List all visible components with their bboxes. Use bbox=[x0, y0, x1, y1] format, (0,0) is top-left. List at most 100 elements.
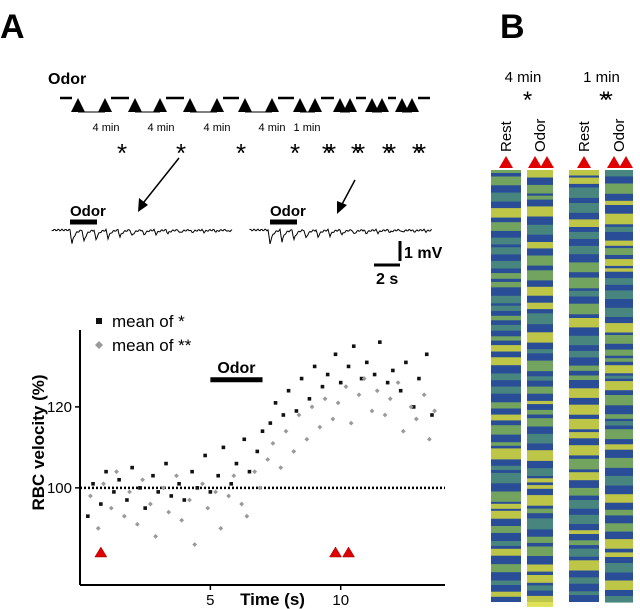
interval-label: 4 min bbox=[148, 122, 175, 134]
stim-triangle bbox=[210, 98, 224, 112]
kymo-stripe bbox=[527, 332, 553, 343]
point bbox=[117, 477, 121, 482]
point bbox=[216, 473, 220, 478]
arrow bbox=[139, 157, 180, 208]
kymo-stripe bbox=[605, 170, 633, 177]
kymo-stripe bbox=[569, 530, 599, 534]
point bbox=[424, 352, 429, 357]
kymo-stripe bbox=[569, 432, 599, 439]
point bbox=[127, 489, 132, 495]
kymo-stripe bbox=[605, 475, 633, 486]
kymo-stripe bbox=[491, 192, 521, 202]
kymo-stripe bbox=[527, 508, 553, 514]
point bbox=[359, 376, 364, 381]
kymo-stripe bbox=[527, 585, 553, 591]
point bbox=[317, 424, 323, 430]
stim-marker bbox=[329, 546, 342, 558]
kymo-stripe bbox=[605, 596, 633, 603]
kymo-stripe bbox=[491, 591, 521, 597]
point bbox=[430, 413, 434, 417]
kymo-stripe bbox=[605, 395, 633, 406]
panel-label: A bbox=[0, 8, 25, 46]
point bbox=[343, 384, 349, 390]
point bbox=[166, 509, 172, 515]
point bbox=[351, 344, 356, 348]
stim-marker bbox=[528, 156, 542, 168]
stim-triangle bbox=[153, 98, 167, 112]
kymo-stripe bbox=[491, 510, 521, 519]
kymo-stripe bbox=[527, 433, 553, 444]
point bbox=[413, 416, 419, 422]
point bbox=[408, 404, 414, 410]
kymo-stripe bbox=[569, 219, 599, 227]
stim-triangle bbox=[71, 98, 85, 112]
kymo-stripe bbox=[569, 388, 599, 398]
kymo-stripe bbox=[491, 386, 521, 394]
x-tick-label: 5 bbox=[206, 592, 214, 609]
kymo-stripe bbox=[569, 365, 599, 371]
point bbox=[164, 461, 168, 466]
arrow-head bbox=[138, 198, 148, 212]
trace bbox=[249, 227, 433, 245]
group-mark: ** bbox=[599, 87, 612, 114]
kymo-stripe bbox=[491, 315, 521, 321]
point bbox=[260, 429, 265, 433]
stim-marker bbox=[540, 156, 554, 168]
point bbox=[226, 493, 232, 499]
y-axis-label: RBC velocity (%) bbox=[29, 374, 48, 510]
kymo-stripe bbox=[527, 546, 553, 556]
kymo-stripe bbox=[527, 242, 553, 249]
x-tick-label: 10 bbox=[332, 592, 349, 609]
interval-label: 4 min bbox=[93, 122, 120, 134]
point bbox=[229, 482, 234, 486]
lane-label: Rest bbox=[498, 120, 515, 152]
kymo-stripe bbox=[491, 503, 521, 509]
point bbox=[417, 376, 421, 381]
point bbox=[346, 364, 351, 369]
x-axis-label: Time (s) bbox=[240, 590, 305, 609]
kymo-stripe bbox=[605, 381, 633, 391]
point bbox=[247, 469, 252, 474]
kymo-stripe bbox=[569, 277, 599, 289]
point bbox=[101, 481, 106, 487]
odor-label: Odor bbox=[48, 71, 86, 88]
point bbox=[203, 453, 207, 458]
stim-marker bbox=[607, 156, 621, 168]
kymo-stripe bbox=[569, 231, 599, 239]
stim-triangle bbox=[128, 98, 142, 112]
kymo-stripe bbox=[527, 224, 553, 235]
interval-label: 4 min bbox=[259, 122, 286, 134]
lane-label: Odor bbox=[611, 119, 628, 152]
kymo-stripe bbox=[491, 170, 521, 173]
arrow-head bbox=[337, 201, 347, 214]
point bbox=[125, 498, 129, 502]
kymo-stripe bbox=[605, 335, 633, 344]
point bbox=[391, 368, 395, 373]
kymo-stripe bbox=[569, 203, 599, 213]
kymo-stripe bbox=[491, 414, 521, 421]
stim-triangle bbox=[265, 98, 279, 112]
point bbox=[307, 397, 312, 401]
point bbox=[385, 380, 390, 385]
point bbox=[143, 506, 147, 510]
kymo-stripe bbox=[605, 429, 633, 440]
stim-triangle bbox=[405, 98, 419, 112]
kymo-stripe bbox=[491, 281, 521, 288]
point bbox=[411, 405, 416, 409]
point bbox=[268, 421, 273, 425]
asterisk: ** bbox=[382, 138, 396, 168]
point bbox=[273, 401, 278, 405]
point bbox=[205, 505, 211, 511]
point bbox=[299, 376, 304, 381]
kymo-stripe bbox=[527, 595, 553, 607]
point bbox=[281, 413, 286, 417]
kymo-stripe bbox=[569, 177, 599, 184]
point bbox=[190, 469, 194, 474]
legend-label: mean of * bbox=[112, 312, 185, 331]
kymo-stripe bbox=[491, 580, 521, 585]
point bbox=[364, 360, 369, 365]
kymo-stripe bbox=[605, 349, 633, 356]
point bbox=[398, 388, 403, 393]
stim-triangle bbox=[183, 98, 197, 112]
